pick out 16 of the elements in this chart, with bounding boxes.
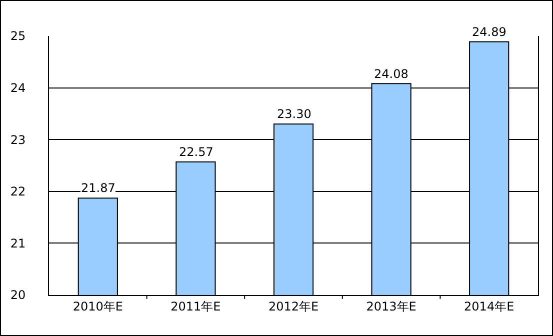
- y-tick-label: 24: [10, 81, 26, 95]
- data-label: 21.87: [81, 181, 116, 195]
- y-tick-label: 23: [10, 132, 26, 147]
- y-tick-label: 21: [10, 236, 26, 250]
- data-label: 22.57: [179, 145, 214, 159]
- x-tick-label: 2011年E: [170, 299, 221, 314]
- y-tick-label: 20: [10, 288, 26, 302]
- x-tick-label: 2010年E: [72, 299, 123, 314]
- y-tick-label: 22: [10, 184, 26, 199]
- x-tick-label: 2012年E: [268, 299, 319, 314]
- data-label: 24.89: [472, 25, 506, 39]
- data-label: 23.30: [277, 107, 312, 121]
- y-tick-label: 25: [10, 29, 26, 44]
- data-label: 24.08: [374, 67, 408, 81]
- x-tick-label: 2014年E: [464, 299, 514, 314]
- x-tick-label: 2013年E: [366, 299, 416, 314]
